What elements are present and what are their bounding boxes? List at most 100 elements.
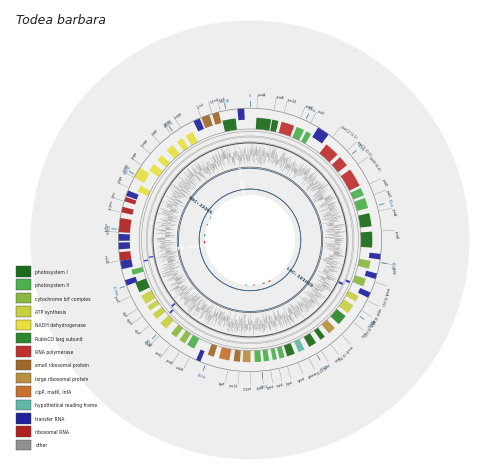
Polygon shape xyxy=(177,139,188,152)
Polygon shape xyxy=(320,145,338,163)
Text: psbE: psbE xyxy=(256,384,264,388)
Polygon shape xyxy=(178,230,202,262)
Text: psaA: psaA xyxy=(258,93,266,97)
Text: psbK: psbK xyxy=(305,104,314,110)
Bar xyxy=(16,426,30,437)
Text: large ribosomal protein: large ribosomal protein xyxy=(36,376,88,381)
Text: rrn4.5: rrn4.5 xyxy=(106,199,112,210)
Circle shape xyxy=(118,109,382,372)
Polygon shape xyxy=(120,259,133,269)
Text: psbH: psbH xyxy=(175,364,184,372)
Polygon shape xyxy=(358,259,370,269)
Text: atpI: atpI xyxy=(120,310,128,318)
Text: LSC: 101059: LSC: 101059 xyxy=(286,266,314,287)
Circle shape xyxy=(177,168,323,313)
Polygon shape xyxy=(118,234,130,241)
Text: 20kb: 20kb xyxy=(356,143,365,152)
Text: psbF: psbF xyxy=(265,382,273,387)
Text: SSC: 22265: SSC: 22265 xyxy=(188,196,212,215)
Text: ndhG: ndhG xyxy=(138,137,147,147)
Polygon shape xyxy=(118,218,132,233)
Text: photosystem II: photosystem II xyxy=(36,283,70,288)
Bar xyxy=(16,360,30,370)
Polygon shape xyxy=(270,120,278,133)
Polygon shape xyxy=(166,146,180,159)
Text: photosystem I: photosystem I xyxy=(36,269,68,274)
Text: psaB: psaB xyxy=(276,95,285,100)
Bar xyxy=(16,400,30,410)
Text: rbcL: rbcL xyxy=(358,330,366,338)
Text: 110kb: 110kb xyxy=(104,223,108,235)
Text: 0: 0 xyxy=(249,94,251,98)
Polygon shape xyxy=(136,279,150,293)
Polygon shape xyxy=(182,169,322,312)
Text: ndhD: ndhD xyxy=(120,162,128,172)
Text: cemA: cemA xyxy=(306,369,316,377)
Text: rrn5: rrn5 xyxy=(108,190,114,198)
Polygon shape xyxy=(340,170,359,191)
Text: cytochrome b/f complex: cytochrome b/f complex xyxy=(36,296,91,301)
Text: accD (0.75): accD (0.75) xyxy=(336,344,352,360)
Polygon shape xyxy=(148,257,154,258)
Polygon shape xyxy=(254,350,261,362)
Polygon shape xyxy=(187,335,200,349)
Text: atpF: atpF xyxy=(132,328,140,336)
Text: rps12: rps12 xyxy=(228,383,238,387)
Polygon shape xyxy=(358,288,370,298)
Bar xyxy=(16,280,30,290)
Text: clpP, matK, infA: clpP, matK, infA xyxy=(36,389,72,394)
Polygon shape xyxy=(301,132,311,145)
Polygon shape xyxy=(171,325,183,337)
Text: atpB (0.67): atpB (0.67) xyxy=(362,317,375,336)
Text: 140kb: 140kb xyxy=(218,96,230,101)
Polygon shape xyxy=(141,291,156,304)
Text: atpH: atpH xyxy=(124,317,132,326)
Polygon shape xyxy=(124,198,136,205)
Polygon shape xyxy=(186,133,198,146)
Text: rpoB (0.4): rpoB (0.4) xyxy=(368,156,381,171)
Text: petA: petA xyxy=(296,374,304,381)
Text: petD: petD xyxy=(154,350,163,358)
Polygon shape xyxy=(332,158,347,173)
Polygon shape xyxy=(314,328,325,340)
Polygon shape xyxy=(256,119,271,131)
Bar xyxy=(16,387,30,397)
Text: 50kb: 50kb xyxy=(364,318,373,327)
Text: rrn23: rrn23 xyxy=(102,223,107,232)
Bar xyxy=(16,307,30,317)
Polygon shape xyxy=(358,214,372,228)
Polygon shape xyxy=(158,156,170,168)
Text: 130kb: 130kb xyxy=(160,118,172,128)
Text: ycf4 (0.5): ycf4 (0.5) xyxy=(314,361,330,373)
Text: RubisCO larg subunit: RubisCO larg subunit xyxy=(36,336,83,341)
Polygon shape xyxy=(132,268,144,275)
Text: RNA polymerase: RNA polymerase xyxy=(36,349,74,354)
Text: rps14: rps14 xyxy=(287,98,298,104)
Circle shape xyxy=(139,130,361,351)
Text: ndhF: ndhF xyxy=(114,174,121,183)
Polygon shape xyxy=(354,198,368,211)
Polygon shape xyxy=(160,316,174,329)
Polygon shape xyxy=(270,348,277,360)
Polygon shape xyxy=(330,309,345,325)
Polygon shape xyxy=(369,253,381,260)
Polygon shape xyxy=(234,350,241,362)
Bar xyxy=(16,373,30,384)
Polygon shape xyxy=(312,128,328,144)
Text: rps12: rps12 xyxy=(208,96,218,103)
Text: rps7: rps7 xyxy=(195,100,203,107)
Polygon shape xyxy=(219,347,232,361)
Polygon shape xyxy=(338,281,344,286)
Bar xyxy=(16,333,30,344)
Text: 80kb: 80kb xyxy=(196,373,206,379)
Text: 60kb: 60kb xyxy=(318,361,328,369)
Text: transfer RNA: transfer RNA xyxy=(36,416,64,421)
Bar xyxy=(16,320,30,330)
Text: ndhI: ndhI xyxy=(149,128,157,135)
Text: psaB: psaB xyxy=(394,230,398,239)
Text: psaA: psaA xyxy=(390,208,396,217)
Text: petA (0.91): petA (0.91) xyxy=(380,286,390,305)
Text: 120kb: 120kb xyxy=(120,163,129,175)
Text: other: other xyxy=(36,443,48,447)
Text: 100kb: 100kb xyxy=(111,285,118,297)
